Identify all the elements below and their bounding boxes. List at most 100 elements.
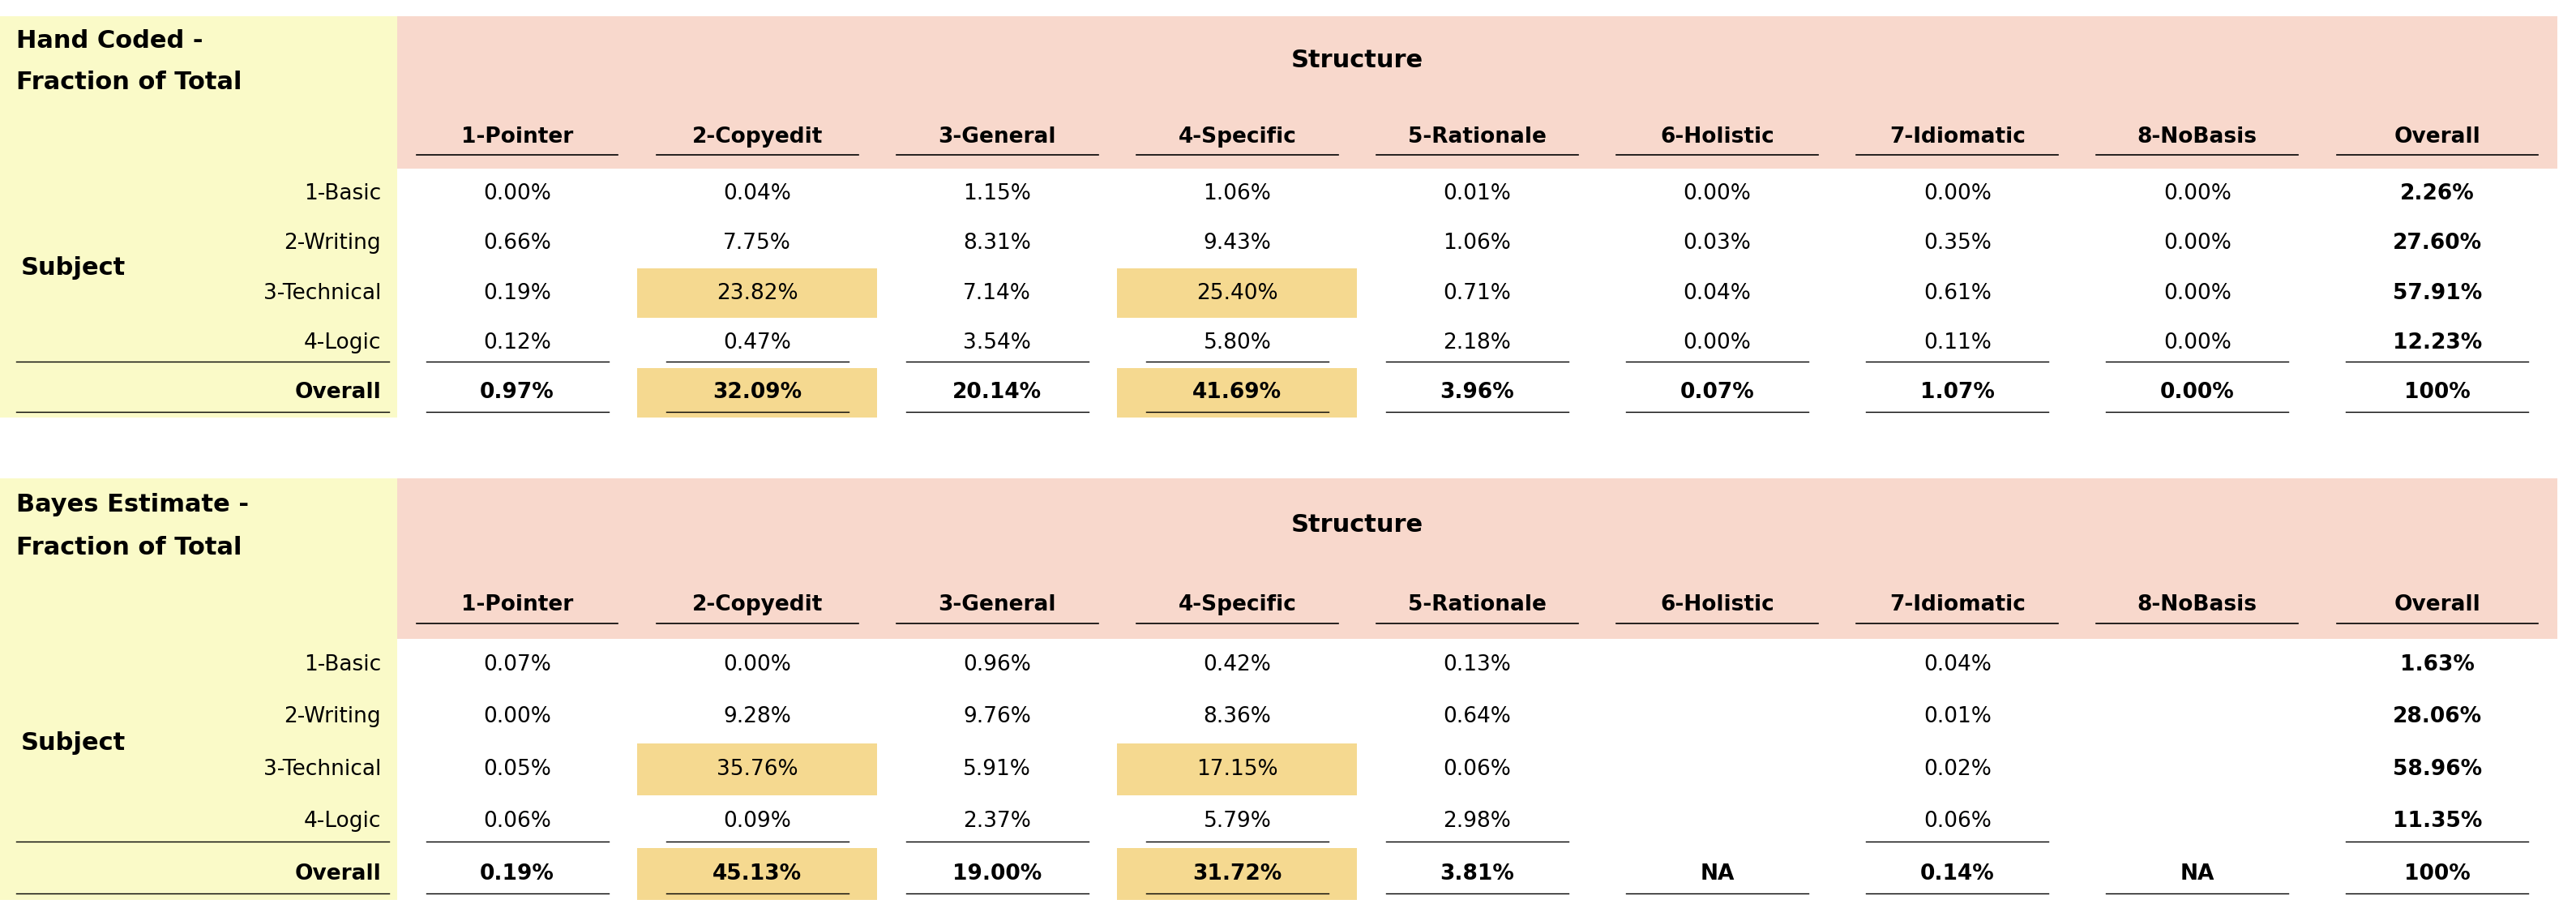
Text: 100%: 100% (2403, 863, 2470, 884)
Text: 9.76%: 9.76% (963, 706, 1030, 728)
Text: 1.06%: 1.06% (1443, 233, 1512, 254)
Text: 0.00%: 0.00% (484, 706, 551, 728)
Text: 1-Basic: 1-Basic (304, 183, 381, 204)
Text: 0.05%: 0.05% (484, 759, 551, 780)
Bar (636, 367, 878, 417)
Text: 0.19%: 0.19% (484, 283, 551, 304)
Text: 0.71%: 0.71% (1443, 283, 1512, 304)
Text: 17.15%: 17.15% (1195, 759, 1278, 780)
Text: 0.04%: 0.04% (1682, 283, 1752, 304)
Text: 20.14%: 20.14% (953, 382, 1041, 403)
Text: 7.75%: 7.75% (724, 233, 791, 254)
Text: 19.00%: 19.00% (953, 863, 1041, 884)
Text: 4-Logic: 4-Logic (304, 811, 381, 832)
Bar (1118, 268, 1358, 318)
Text: 0.06%: 0.06% (1443, 759, 1512, 780)
Text: 1.63%: 1.63% (2401, 654, 2476, 675)
Bar (0, 17, 397, 417)
Text: 0.01%: 0.01% (1443, 183, 1512, 204)
Bar (0, 478, 397, 900)
Bar (1118, 847, 1358, 900)
Text: Subject: Subject (21, 731, 126, 755)
Bar (1118, 367, 1358, 417)
Text: 1.06%: 1.06% (1203, 183, 1270, 204)
Text: Overall: Overall (294, 863, 381, 884)
Text: 5-Rationale: 5-Rationale (1409, 126, 1546, 147)
Text: 0.06%: 0.06% (484, 811, 551, 832)
Text: 25.40%: 25.40% (1195, 283, 1278, 304)
Text: 0.66%: 0.66% (484, 233, 551, 254)
Text: 3-General: 3-General (938, 594, 1056, 615)
Text: 0.00%: 0.00% (2164, 183, 2231, 204)
Text: Subject: Subject (21, 256, 126, 280)
Text: 3-Technical: 3-Technical (263, 283, 381, 304)
Text: 0.00%: 0.00% (1682, 183, 1752, 204)
Text: 8-NoBasis: 8-NoBasis (2138, 126, 2257, 147)
Text: Overall: Overall (2393, 126, 2481, 147)
Text: 2-Copyedit: 2-Copyedit (693, 594, 822, 615)
Text: 0.07%: 0.07% (484, 654, 551, 675)
Text: 0.14%: 0.14% (1919, 863, 1994, 884)
Text: 57.91%: 57.91% (2393, 283, 2483, 304)
Text: 27.60%: 27.60% (2393, 233, 2483, 254)
Text: Fraction of Total: Fraction of Total (15, 536, 242, 560)
Text: 0.13%: 0.13% (1443, 654, 1512, 675)
Text: 1-Pointer: 1-Pointer (461, 594, 574, 615)
Text: 2-Writing: 2-Writing (283, 706, 381, 728)
Bar (636, 743, 878, 796)
Text: 0.04%: 0.04% (724, 183, 791, 204)
Text: 0.47%: 0.47% (724, 332, 791, 354)
Text: 23.82%: 23.82% (716, 283, 799, 304)
Text: 4-Specific: 4-Specific (1177, 126, 1296, 147)
Text: 32.09%: 32.09% (714, 382, 801, 403)
Text: Fraction of Total: Fraction of Total (15, 71, 242, 94)
Text: 0.06%: 0.06% (1924, 811, 1991, 832)
Text: 2-Writing: 2-Writing (283, 233, 381, 254)
Text: 3-Technical: 3-Technical (263, 759, 381, 780)
Bar (636, 268, 878, 318)
Text: Structure: Structure (1291, 513, 1425, 536)
Text: 0.02%: 0.02% (1924, 759, 1991, 780)
Bar (1118, 743, 1358, 796)
Text: 0.00%: 0.00% (1924, 183, 1991, 204)
Text: 0.01%: 0.01% (1924, 706, 1991, 728)
Text: 12.23%: 12.23% (2393, 332, 2483, 354)
Text: 100%: 100% (2403, 382, 2470, 403)
Text: 6-Holistic: 6-Holistic (1662, 594, 1775, 615)
Text: 2.18%: 2.18% (1443, 332, 1512, 354)
Text: 5.79%: 5.79% (1203, 811, 1270, 832)
Text: 8-NoBasis: 8-NoBasis (2138, 594, 2257, 615)
Text: 0.19%: 0.19% (479, 863, 554, 884)
Text: 3.54%: 3.54% (963, 332, 1030, 354)
Text: 2-Copyedit: 2-Copyedit (693, 126, 822, 147)
Text: 2.37%: 2.37% (963, 811, 1030, 832)
Text: 5.91%: 5.91% (963, 759, 1030, 780)
Text: Hand Coded -: Hand Coded - (15, 29, 204, 52)
Text: 0.00%: 0.00% (1682, 332, 1752, 354)
Text: 0.61%: 0.61% (1924, 283, 1991, 304)
Text: 0.07%: 0.07% (1680, 382, 1754, 403)
Text: 0.97%: 0.97% (479, 382, 554, 403)
Text: 3.96%: 3.96% (1440, 382, 1515, 403)
Text: NA: NA (2179, 863, 2215, 884)
Text: 3-General: 3-General (938, 126, 1056, 147)
Text: 0.96%: 0.96% (963, 654, 1030, 675)
Text: 9.43%: 9.43% (1203, 233, 1270, 254)
Text: Overall: Overall (294, 382, 381, 403)
Text: 0.03%: 0.03% (1682, 233, 1752, 254)
Text: 7-Idiomatic: 7-Idiomatic (1888, 594, 2025, 615)
Text: Bayes Estimate -: Bayes Estimate - (15, 493, 250, 516)
Text: Structure: Structure (1291, 49, 1425, 72)
Text: 31.72%: 31.72% (1193, 863, 1283, 884)
Text: 0.11%: 0.11% (1924, 332, 1991, 354)
Text: 7.14%: 7.14% (963, 283, 1030, 304)
Text: 1-Pointer: 1-Pointer (461, 126, 574, 147)
Text: 45.13%: 45.13% (714, 863, 801, 884)
Text: 1-Basic: 1-Basic (304, 654, 381, 675)
Text: 0.04%: 0.04% (1924, 654, 1991, 675)
Text: 0.12%: 0.12% (484, 332, 551, 354)
Text: 2.98%: 2.98% (1443, 811, 1512, 832)
Text: 8.36%: 8.36% (1203, 706, 1270, 728)
Text: 0.00%: 0.00% (2164, 233, 2231, 254)
Text: 0.00%: 0.00% (484, 183, 551, 204)
